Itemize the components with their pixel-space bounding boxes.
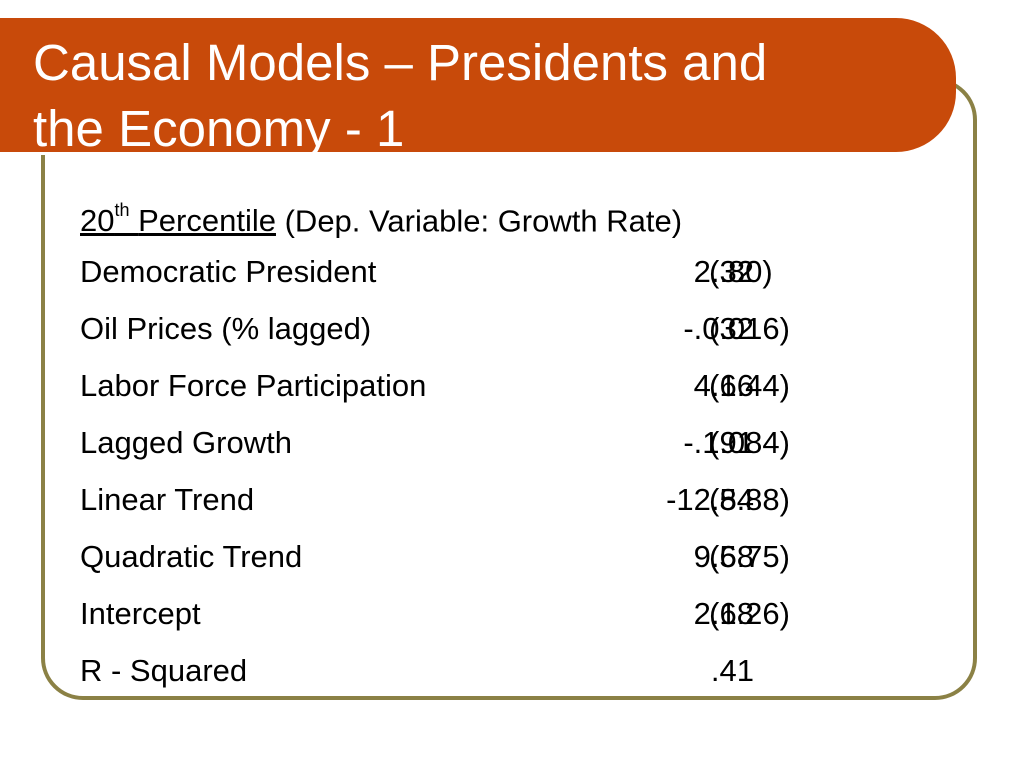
row-standard-error: (1.44) [709,368,790,403]
row-standard-error: (5.75) [709,539,790,574]
percentile-superscript: th [114,200,130,220]
row-coefficient: 2.68 [693,596,754,631]
row-standard-error: (1.26) [709,596,790,631]
row-coefficient: 4.66 [693,368,754,403]
row-label: Quadratic Trend [80,539,303,574]
row-label: Labor Force Participation [80,368,427,403]
title-banner: Causal Models – Presidents and the Econo… [0,18,956,157]
row-standard-error: (.80) [709,254,773,289]
row-coefficient: -.032 [683,311,754,346]
regression-table: 20th Percentile (Dep. Variable: Growth R… [80,186,960,699]
row-coefficient: 9.68 [693,539,754,574]
row-label: Democratic President [80,254,377,289]
table-row: Oil Prices (% lagged) -.032 (.016) [80,300,960,357]
table-row: Lagged Growth -.191 (.084) [80,414,960,471]
title-underline [0,152,904,155]
row-coefficient: -.191 [683,425,754,460]
row-label: Linear Trend [80,482,255,517]
slide-title: Causal Models – Presidents and the Econo… [33,30,933,162]
heading-label: 20th Percentile (Dep. Variable: Growth R… [80,186,682,249]
table-row: Democratic President 2.32 (.80) [80,243,960,300]
percentile-number: 20 [80,203,115,239]
row-coefficient: -12.84 [666,482,754,517]
row-label: Oil Prices (% lagged) [80,311,372,346]
row-label: R - Squared [80,653,248,688]
table-heading: 20th Percentile (Dep. Variable: Growth R… [80,186,960,243]
table-row: Linear Trend -12.84 (5.88) [80,471,960,528]
row-standard-error: (.016) [709,311,790,346]
percentile-label: 20th Percentile [80,200,276,239]
row-standard-error: (5.88) [709,482,790,517]
table-row: Labor Force Participation 4.66 (1.44) [80,357,960,414]
row-coefficient: .41 [710,653,754,688]
percentile-word: Percentile [138,203,276,239]
slide-title-line-2: the Economy - 1 [33,100,405,157]
table-row: R - Squared .41 [80,642,960,699]
table-row: Quadratic Trend 9.68 (5.75) [80,528,960,585]
table-row: Intercept 2.68 (1.26) [80,585,960,642]
row-coefficient: 2.32 [693,254,754,289]
dependent-variable-note: (Dep. Variable: Growth Rate) [284,203,683,239]
row-standard-error: (.084) [709,425,790,460]
row-label: Lagged Growth [80,425,292,460]
row-label: Intercept [80,596,201,631]
slide-title-line-1: Causal Models – Presidents and [33,34,768,91]
